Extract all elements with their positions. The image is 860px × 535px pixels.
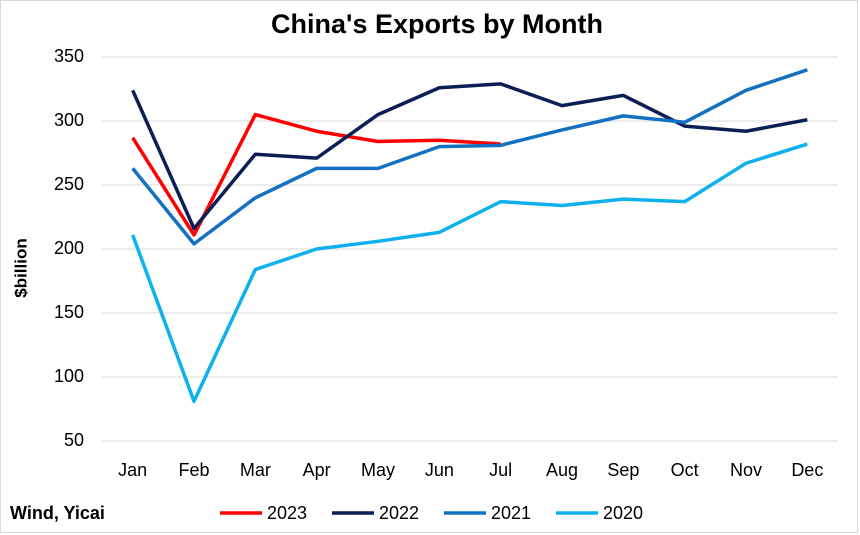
- y-axis-label: $billion: [11, 238, 30, 298]
- x-tick-label: Apr: [303, 460, 331, 480]
- series-line: [131, 82, 808, 231]
- series-line: [131, 112, 501, 237]
- legend-label: 2023: [267, 503, 307, 523]
- y-tick-label: 300: [54, 110, 84, 130]
- x-tick-label: Mar: [240, 460, 271, 480]
- x-tick-label: Dec: [791, 460, 823, 480]
- x-tick-label: May: [361, 460, 395, 480]
- y-tick-label: 250: [54, 174, 84, 194]
- x-tick-label: Oct: [671, 460, 699, 480]
- x-tick-label: Jul: [489, 460, 512, 480]
- series-line: [131, 142, 808, 404]
- x-tick-label: Jan: [118, 460, 147, 480]
- x-tick-label: Sep: [607, 460, 639, 480]
- legend-label: 2022: [379, 503, 419, 523]
- y-tick-label: 200: [54, 238, 84, 258]
- legend-label: 2021: [491, 503, 531, 523]
- y-tick-label: 100: [54, 366, 84, 386]
- y-tick-label: 350: [54, 46, 84, 66]
- x-tick-label: Aug: [546, 460, 578, 480]
- y-tick-label: 50: [64, 430, 84, 450]
- x-tick-label: Nov: [730, 460, 762, 480]
- source: Wind, Yicai: [10, 503, 105, 523]
- x-tick-label: Feb: [178, 460, 209, 480]
- y-tick-label: 150: [54, 302, 84, 322]
- legend-label: 2020: [603, 503, 643, 523]
- x-tick-label: Jun: [425, 460, 454, 480]
- chart-title: China's Exports by Month: [271, 9, 603, 39]
- series-line: [131, 68, 808, 246]
